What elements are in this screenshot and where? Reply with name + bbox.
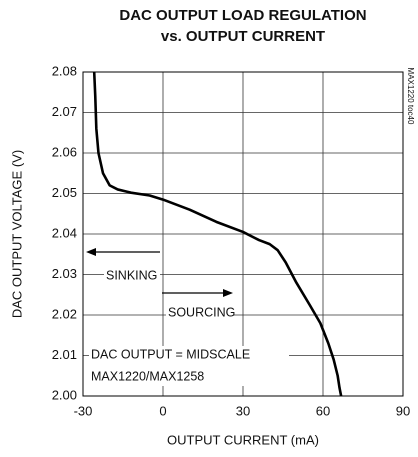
chart-title: vs. OUTPUT CURRENT [161, 28, 325, 45]
y-tick-label: 2.04 [52, 225, 77, 240]
annotation: SINKING [106, 268, 157, 282]
annotations: SINKING SOURCING DAC OUTPUT = MIDSCALE M… [86, 248, 289, 386]
x-tick-label: 90 [396, 403, 410, 418]
y-tick-label: 2.08 [52, 63, 77, 78]
label-bg [166, 305, 233, 321]
y-tick-label: 2.01 [52, 347, 77, 362]
annotation: MAX1220/MAX1258 [91, 369, 204, 383]
x-tick-label: 30 [236, 403, 250, 418]
x-tick-label: 60 [316, 403, 330, 418]
label-bg [104, 268, 160, 284]
x-tick-label: -30 [74, 403, 93, 418]
y-tick-label: 2.02 [52, 306, 77, 321]
y-tick-label: 2.07 [52, 104, 77, 119]
y-tick-label: 2.03 [52, 266, 77, 281]
y-tick-label: 2.06 [52, 144, 77, 159]
arrowhead [223, 289, 233, 297]
arrowhead [86, 248, 96, 256]
side-note: MAX1220 toc40 [406, 68, 415, 125]
label-bg [89, 346, 289, 386]
data-line [92, 71, 343, 397]
annotation: DAC OUTPUT = MIDSCALE [91, 347, 250, 361]
x-axis-label: OUTPUT CURRENT (mA) [167, 432, 319, 447]
annotation: SOURCING [168, 305, 235, 319]
plot-frame [82, 71, 404, 397]
y-axis-label: DAC OUTPUT VOLTAGE (V) [9, 150, 24, 318]
chart-title: DAC OUTPUT LOAD REGULATION [119, 7, 366, 24]
y-tick-label: 2.00 [52, 387, 77, 402]
plot [92, 71, 343, 397]
y-tick-label: 2.05 [52, 185, 77, 200]
x-tick-label: 0 [159, 403, 166, 418]
